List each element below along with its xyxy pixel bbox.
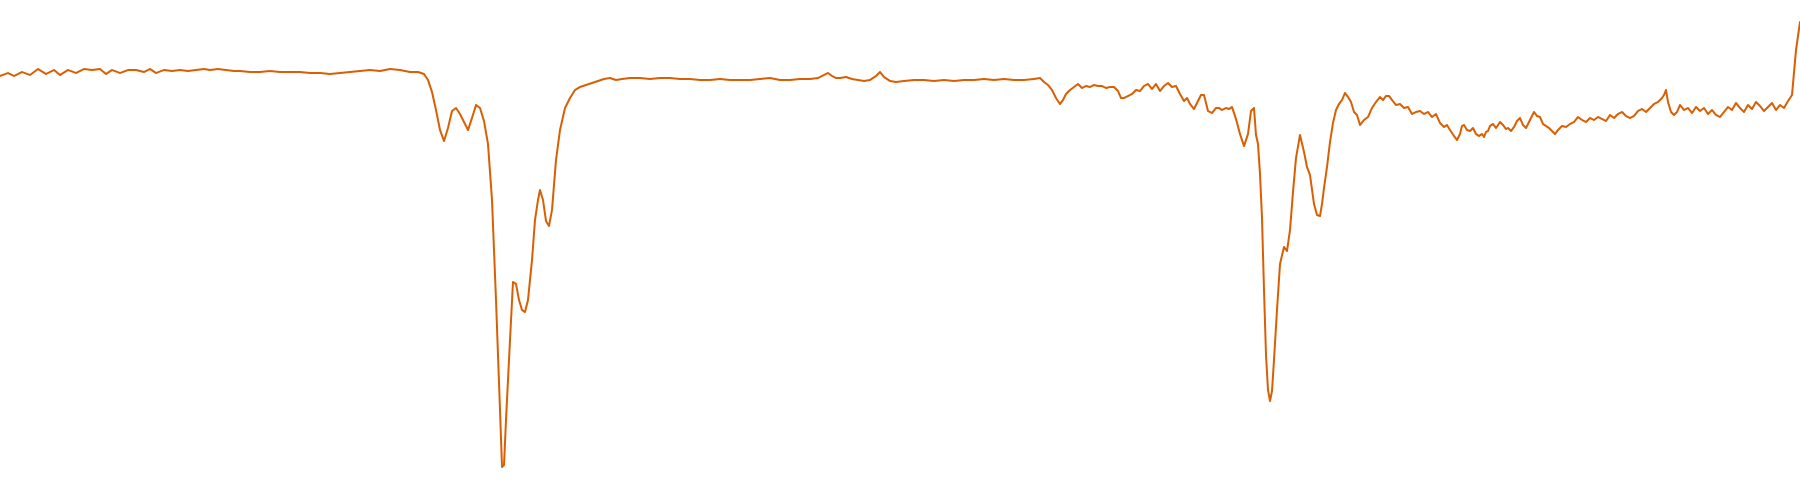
series-layer [0, 21, 1800, 468]
series-line-1 [0, 21, 1800, 468]
